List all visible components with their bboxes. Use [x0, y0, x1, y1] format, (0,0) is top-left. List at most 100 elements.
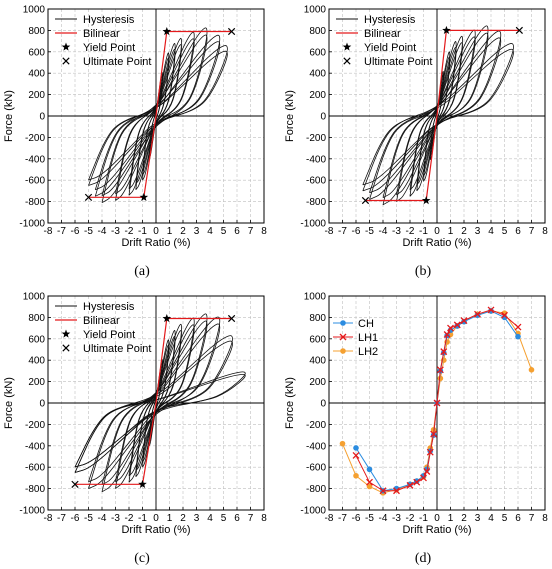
y-tick-label: 400 — [309, 356, 326, 367]
legend-yield-star — [342, 42, 352, 51]
y-tick-label: -200 — [306, 133, 326, 144]
x-tick-label: -8 — [325, 226, 334, 237]
x-tick-label: -2 — [406, 513, 415, 524]
legend-hysteresis-label: Hysteresis — [364, 14, 416, 26]
legend-yield-star — [61, 42, 71, 51]
legend-yield-label: Yield Point — [83, 329, 135, 341]
point-CH — [353, 445, 359, 451]
bilinear-line — [365, 29, 520, 202]
x-tick-label: -3 — [111, 513, 120, 524]
y-tick-label: -600 — [25, 463, 45, 474]
x-tick-label: -1 — [138, 226, 147, 237]
y-tick-label: -800 — [25, 484, 45, 495]
x-tick-label: 4 — [488, 226, 494, 237]
legend: Hysteresis Bilinear Yield Point Ultimate Po… — [55, 14, 151, 68]
x-tick-label: 7 — [248, 513, 254, 524]
x-tick-label: -3 — [392, 513, 401, 524]
x-tick-label: 1 — [448, 226, 454, 237]
panel-caption: (d) — [415, 551, 432, 566]
point-LH1 — [430, 430, 438, 438]
y-tick-label: 1000 — [304, 292, 327, 303]
hysteresis-loop — [88, 45, 228, 186]
hysteresis-loop — [115, 324, 195, 483]
x-tick-label: 0 — [434, 513, 440, 524]
hysteresis-loop — [128, 323, 182, 483]
legend-bilinear-label: Bilinear — [83, 28, 120, 40]
legend-label-LH1: LH1 — [358, 332, 378, 344]
x-tick-label: 7 — [248, 226, 254, 237]
hysteresis-loop — [94, 34, 221, 197]
point-LH1 — [443, 331, 451, 338]
hysteresis-loop — [101, 313, 208, 493]
x-tick-label: -7 — [57, 513, 66, 524]
point-LH2 — [366, 483, 373, 490]
y-tick-label: 600 — [28, 47, 45, 58]
legend: Hysteresis Bilinear Yield Point Ultimate Po… — [55, 301, 151, 355]
x-axis-label: Drift Ratio (%) — [402, 524, 471, 536]
hysteresis-loop — [115, 38, 195, 195]
ultimate-point-marker — [361, 196, 370, 205]
y-tick-label: 800 — [28, 26, 45, 37]
y-tick-label: -200 — [25, 133, 45, 144]
y-tick-label: -600 — [25, 176, 45, 187]
point-LH1 — [436, 366, 444, 374]
x-tick-label: -7 — [338, 513, 347, 524]
x-tick-label: 8 — [542, 513, 548, 524]
y-tick-label: -800 — [306, 197, 326, 208]
hysteresis-loop — [382, 25, 489, 206]
x-tick-label: -4 — [98, 226, 107, 237]
ultimate-point-marker — [84, 193, 93, 201]
y-tick-label: 0 — [320, 112, 326, 123]
y-tick-label: -800 — [306, 484, 326, 495]
y-tick-label: 200 — [28, 377, 45, 388]
point-LH1 — [453, 321, 461, 329]
point-LH1 — [474, 310, 481, 318]
x-tick-label: -4 — [379, 513, 388, 524]
x-tick-label: 2 — [180, 226, 186, 237]
ultimate-point-marker — [71, 480, 79, 488]
point-CH — [488, 308, 494, 314]
x-tick-label: 5 — [221, 226, 227, 237]
x-tick-label: 8 — [542, 226, 548, 237]
panel-caption: (a) — [134, 264, 150, 279]
legend-ultimate-label: Ultimate Point — [83, 343, 151, 355]
y-tick-label: 0 — [39, 112, 45, 123]
x-tick-label: 3 — [475, 226, 481, 237]
hysteresis-loop — [362, 43, 514, 192]
x-tick-label: 4 — [207, 226, 213, 237]
x-tick-label: -1 — [138, 513, 147, 524]
y-tick-label: 1000 — [23, 5, 46, 16]
point-LH1 — [514, 323, 522, 331]
point-LH1 — [433, 399, 441, 407]
x-tick-label: 7 — [529, 226, 535, 237]
x-tick-label: 4 — [488, 513, 494, 524]
x-tick-label: -5 — [365, 226, 374, 237]
legend-ultimate-marker — [62, 57, 70, 65]
hysteresis-loop — [88, 50, 228, 181]
point-CH — [515, 333, 521, 340]
y-tick-label: -1000 — [300, 219, 326, 230]
x-tick-label: -8 — [325, 513, 334, 524]
x-tick-label: 1 — [448, 513, 454, 524]
chart-panel-a: Hysteresis Bilinear Yield Point Ultimate Po… — [3, 5, 267, 280]
y-tick-label: 0 — [320, 399, 326, 410]
yield-point-star — [162, 314, 172, 323]
x-tick-label: 6 — [515, 513, 521, 524]
legend-label-LH2: LH2 — [358, 346, 378, 358]
x-tick-label: 3 — [194, 226, 200, 237]
plot-area — [71, 313, 246, 493]
y-tick-label: 800 — [28, 313, 45, 324]
hysteresis-loop — [74, 371, 246, 473]
hysteresis-loop — [88, 323, 221, 483]
y-axis-label: Force (kN) — [3, 377, 15, 429]
legend-bilinear-label: Bilinear — [364, 28, 401, 40]
y-tick-label: 1000 — [304, 5, 327, 16]
legend-swatch-marker-LH1 — [339, 333, 347, 341]
point-CH — [366, 466, 373, 473]
yield-point-star — [139, 192, 149, 201]
point-LH2 — [353, 472, 359, 479]
legend-ultimate-label: Ultimate Point — [364, 56, 432, 68]
y-tick-label: -400 — [306, 441, 326, 452]
x-tick-label: -2 — [125, 513, 134, 524]
